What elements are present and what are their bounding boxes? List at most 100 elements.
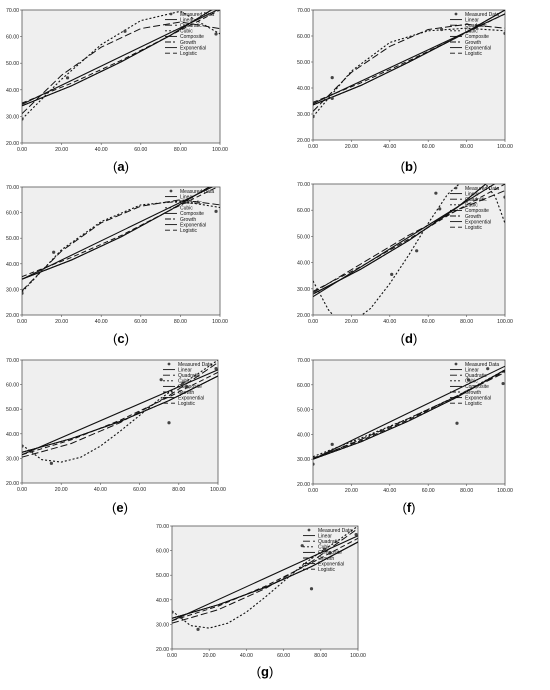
- x-tick-label: 40.00: [383, 319, 396, 325]
- legend-entry-label: Composite: [180, 34, 204, 40]
- x-tick-label: 20.00: [55, 319, 68, 325]
- legend-entry-label: Cubic: [318, 545, 331, 551]
- y-tick-label: 70.00: [6, 8, 19, 14]
- series-linear-line: [22, 187, 214, 280]
- measured-data-point: [503, 31, 505, 35]
- measured-data-point: [167, 421, 171, 425]
- y-tick-label: 40.00: [297, 261, 310, 267]
- measured-data-point: [181, 381, 185, 385]
- x-tick-label: 80.00: [460, 144, 473, 150]
- y-tick-label: 40.00: [297, 86, 310, 92]
- y-tick-label: 60.00: [6, 35, 19, 41]
- legend-entry-label: Exponential: [465, 219, 491, 225]
- legend-entry-label: Cubic: [465, 379, 478, 385]
- x-tick-label: 20.00: [55, 147, 68, 153]
- x-tick-label: 60.00: [422, 488, 435, 494]
- legend-entry-label: Exponential: [465, 45, 491, 51]
- measured-data-point: [501, 381, 505, 386]
- panel-label: (g): [257, 664, 274, 679]
- legend-entry-label: Cubic: [180, 29, 193, 35]
- x-tick-label: 20.00: [345, 144, 358, 150]
- series-linear-line: [313, 184, 496, 298]
- measured-data-point: [214, 209, 218, 213]
- panel-label: (b): [401, 159, 418, 174]
- measured-data-point: [214, 367, 218, 371]
- y-tick-label: 20.00: [297, 313, 310, 319]
- legend-entry-label: Quadratic: [465, 373, 487, 379]
- x-tick-label: 80.00: [314, 653, 327, 659]
- y-tick-label: 30.00: [6, 114, 19, 120]
- measured-data-point: [415, 249, 419, 253]
- measured-data-point: [330, 442, 334, 446]
- measured-data-point: [486, 367, 490, 371]
- legend-entry-label: Linear: [465, 191, 479, 197]
- x-tick-label: 80.00: [460, 488, 473, 494]
- measured-data-point: [309, 587, 314, 591]
- legend-entry-label: Growth: [465, 40, 481, 46]
- legend-entry-label: Quadratic: [465, 23, 487, 29]
- x-tick-label: 60.00: [134, 147, 147, 153]
- measured-data-point: [503, 195, 505, 199]
- legend-entry-label: Measured Data: [178, 362, 212, 368]
- y-tick-label: 70.00: [297, 358, 310, 364]
- y-tick-label: 40.00: [6, 432, 19, 438]
- y-tick-label: 30.00: [297, 457, 310, 463]
- measured-data-point: [322, 547, 327, 551]
- y-tick-label: 50.00: [297, 60, 310, 66]
- measured-data-point: [313, 462, 315, 466]
- x-tick-label: 40.00: [94, 487, 107, 493]
- legend-entry-label: Cubic: [180, 206, 193, 212]
- legend-entry-label: Growth: [180, 40, 196, 46]
- y-tick-label: 20.00: [156, 647, 169, 653]
- legend-entry-label: Composite: [465, 208, 489, 214]
- series-quadratic-line: [313, 190, 505, 294]
- legend-entry-label: Quadratic: [465, 197, 487, 203]
- legend-entry-label: Cubic: [465, 29, 478, 35]
- legend-entry-label: Growth: [318, 556, 334, 562]
- legend-entry-label: Exponential: [318, 561, 344, 567]
- panel-label: (f): [402, 500, 415, 515]
- panel-label: (c): [113, 331, 129, 346]
- measured-data-point: [65, 76, 70, 80]
- x-tick-label: 40.00: [383, 488, 396, 494]
- panel-label: (a): [113, 159, 129, 174]
- series-cubic-line: [172, 526, 358, 629]
- y-tick-label: 60.00: [6, 211, 19, 217]
- x-tick-label: 0.00: [17, 319, 27, 325]
- measured-data-point: [22, 291, 24, 295]
- legend-entry-label: Composite: [465, 34, 489, 40]
- legend-marker-measured: [169, 12, 173, 16]
- x-tick-label: 100.00: [497, 144, 513, 150]
- x-tick-label: 100.00: [497, 488, 513, 494]
- measured-data-point: [123, 29, 127, 33]
- legend-entry-label: Growth: [178, 390, 194, 396]
- measured-data-point: [185, 385, 189, 389]
- measured-data-point: [440, 27, 444, 32]
- x-tick-label: 40.00: [95, 319, 108, 325]
- measured-data-point: [354, 533, 358, 537]
- legend-marker-measured: [167, 362, 171, 366]
- x-tick-label: 0.00: [308, 144, 318, 150]
- x-tick-label: 100.00: [210, 487, 226, 493]
- x-tick-label: 60.00: [134, 319, 147, 325]
- measured-data-point: [466, 378, 471, 382]
- x-tick-label: 0.00: [167, 653, 177, 659]
- y-tick-label: 50.00: [297, 234, 310, 240]
- legend-entry-label: Quadratic: [180, 200, 202, 206]
- legend-marker-measured: [454, 12, 458, 16]
- y-tick-label: 40.00: [6, 262, 19, 268]
- legend-entry-label: Quadratic: [178, 373, 200, 379]
- legend-entry-label: Exponential: [180, 222, 206, 228]
- legend-entry-label: Cubic: [178, 379, 191, 385]
- y-tick-label: 50.00: [6, 407, 19, 413]
- legend-entry-label: Logistic: [178, 401, 195, 407]
- legend-entry-label: Linear: [180, 194, 194, 200]
- y-tick-label: 70.00: [156, 524, 169, 530]
- legend-entry-label: Measured Data: [465, 186, 499, 192]
- series-exponential-line: [22, 187, 211, 280]
